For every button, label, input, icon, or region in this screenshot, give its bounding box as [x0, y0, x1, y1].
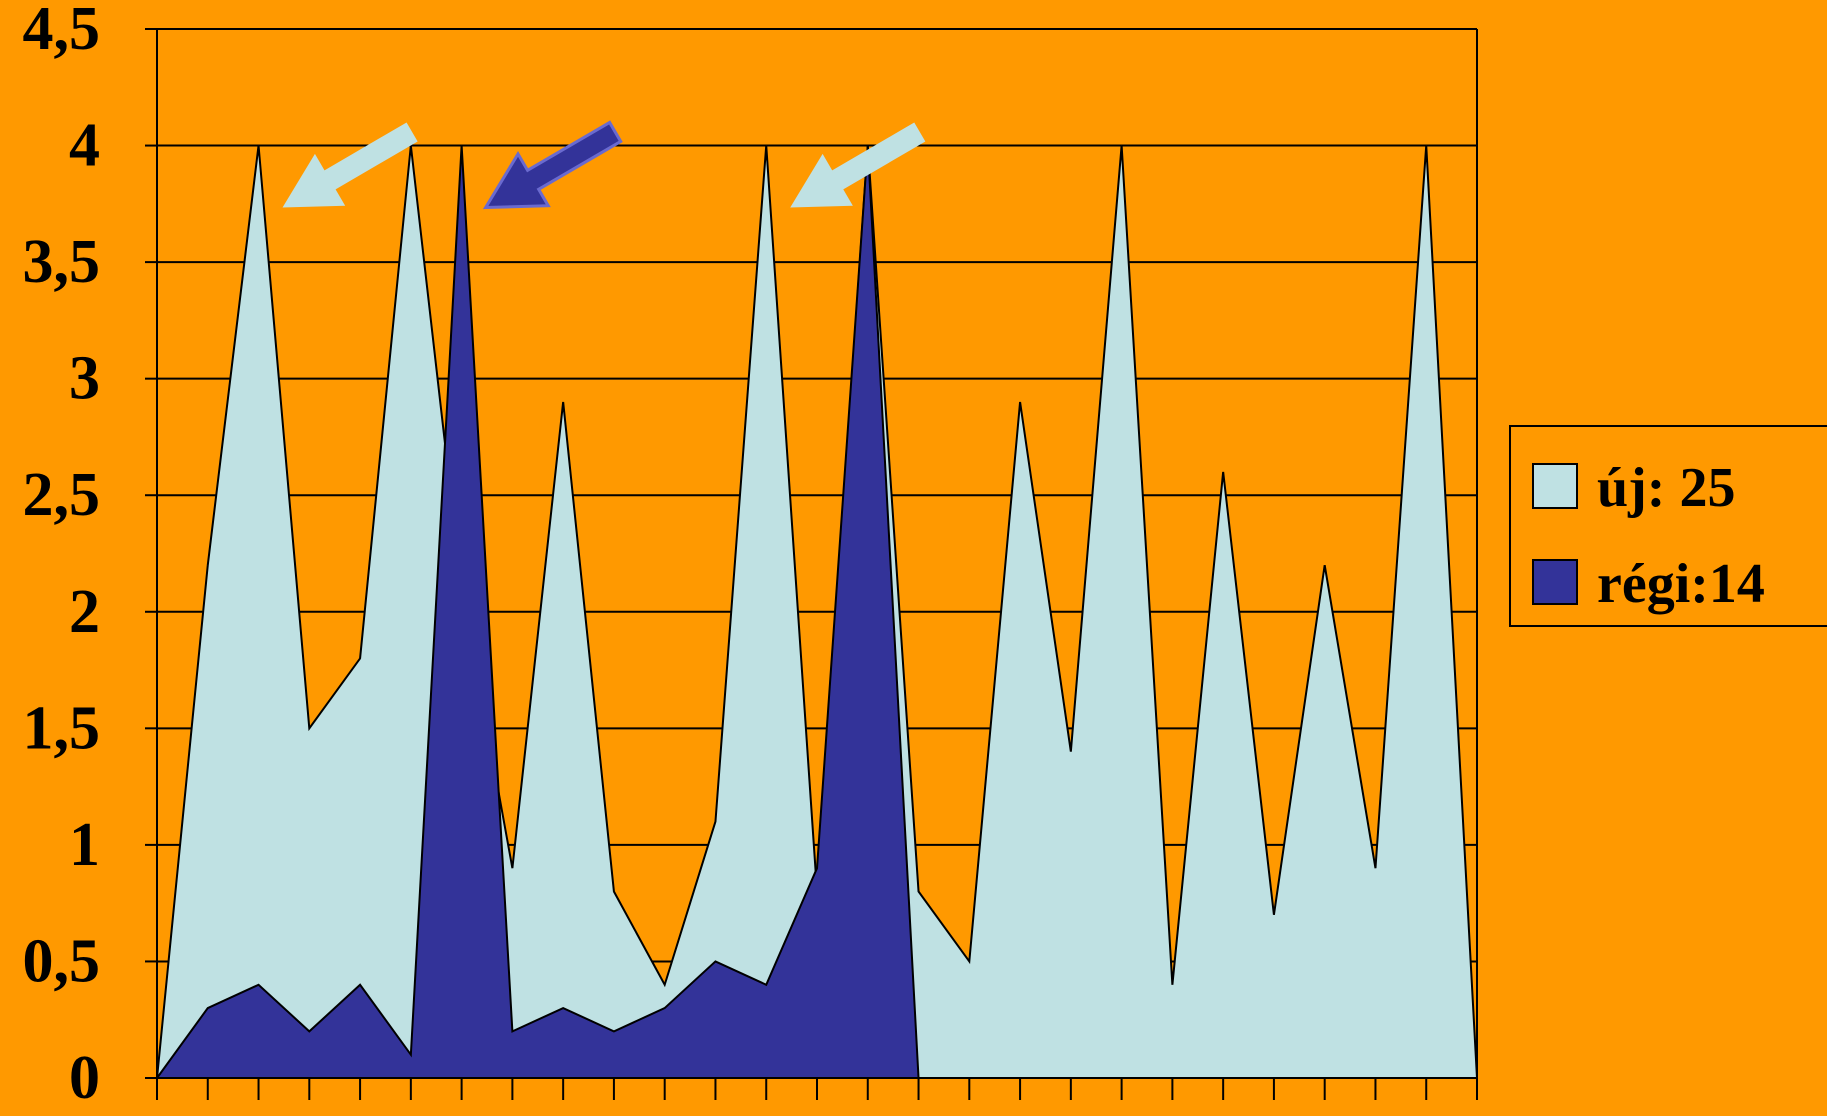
- y-tick-label: 4: [69, 112, 100, 180]
- y-tick-label: 3,5: [23, 228, 101, 296]
- y-tick-label: 4,5: [23, 0, 101, 63]
- legend-label-old: régi:14: [1597, 553, 1765, 615]
- legend-swatch-old: [1533, 560, 1577, 604]
- y-tick-label: 1: [69, 811, 100, 879]
- y-tick-label: 2: [69, 578, 100, 646]
- y-tick-label: 3: [69, 345, 100, 413]
- legend-swatch-new: [1533, 464, 1577, 508]
- y-tick-label: 2,5: [23, 461, 101, 529]
- legend-label-new: új: 25: [1597, 457, 1735, 519]
- y-tick-label: 0,5: [23, 927, 101, 995]
- y-tick-label: 1,5: [23, 694, 101, 762]
- y-tick-label: 0: [69, 1044, 100, 1111]
